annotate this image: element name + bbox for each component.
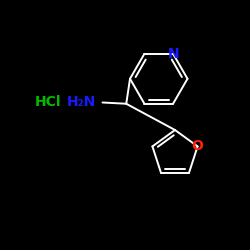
Text: O: O xyxy=(192,140,203,153)
Text: N: N xyxy=(167,47,179,61)
Text: HCl: HCl xyxy=(34,96,61,110)
Text: H₂N: H₂N xyxy=(67,96,96,110)
